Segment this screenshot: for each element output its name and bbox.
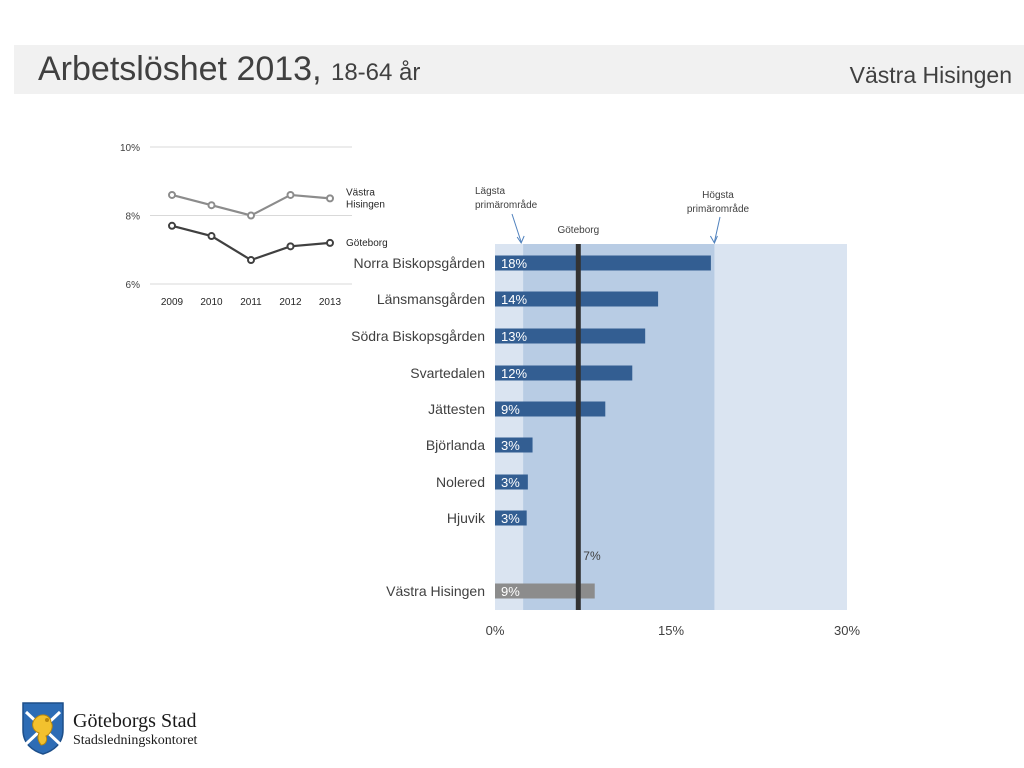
highest-area-arrowhead	[709, 235, 718, 245]
line-x-tick-label: 2010	[200, 297, 223, 308]
lowest-area-arrow	[511, 213, 522, 243]
lowest-area-label: Lägsta	[475, 186, 505, 197]
line-series	[171, 224, 331, 262]
line-y-tick-label: 8%	[126, 212, 141, 223]
line-x-tick-label: 2013	[319, 297, 342, 308]
bar	[495, 474, 528, 490]
lowest-area-label: primärområde	[475, 199, 538, 211]
bar-value-label: 12%	[501, 366, 527, 381]
bar	[495, 365, 633, 381]
bar-x-tick-label: 30%	[834, 623, 860, 638]
bar-category-label: Norra Biskopsgården	[353, 255, 485, 271]
bar-value-label: 9%	[501, 402, 520, 417]
line-x-tick-label: 2009	[161, 297, 184, 308]
reference-value-label: 7%	[583, 549, 601, 563]
bar	[495, 437, 533, 453]
title-band	[0, 45, 1024, 94]
bar-value-label: 13%	[501, 329, 527, 344]
highest-area-arrow	[713, 216, 721, 243]
bar-x-tick-label: 15%	[658, 623, 684, 638]
highest-area-label: primärområde	[687, 203, 750, 215]
reference-label: Göteborg	[557, 225, 599, 236]
bar	[495, 510, 527, 526]
goteborgs-stad-logo: Göteborgs Stad Stadsledningskontoret	[20, 700, 250, 756]
bar-x-tick-label: 0%	[486, 623, 505, 638]
line-point	[286, 190, 295, 199]
title-main: Arbetslöshet 2013,	[38, 50, 322, 88]
logo-department: Stadsledningskontoret	[73, 733, 198, 748]
bar-category-label: Länsmansgården	[377, 291, 485, 307]
line-point	[207, 232, 216, 241]
line-series-label: Göteborg	[346, 238, 388, 249]
highest-area-label: Högsta	[702, 190, 734, 201]
title-subtitle: 18-64 år	[330, 59, 421, 86]
line-point	[286, 242, 295, 251]
line-point	[247, 211, 255, 220]
lowest-area-arrowhead	[516, 235, 525, 245]
bar-value-label: 3%	[501, 438, 520, 453]
bar-category-label: Björlanda	[426, 437, 485, 453]
bar-value-label: 18%	[501, 256, 527, 271]
line-point	[326, 238, 334, 247]
bar	[495, 255, 711, 271]
bar-value-label: 14%	[501, 292, 527, 307]
page-title: Arbetslöshet 2013, 18-64 år	[38, 50, 420, 89]
bar-category-label: Västra Hisingen	[386, 583, 485, 599]
bar	[495, 583, 595, 599]
line-x-tick-label: 2012	[279, 297, 302, 308]
line-series-label: Västra	[346, 187, 375, 198]
city-crest-icon	[22, 702, 64, 755]
line-y-tick-label: 6%	[126, 280, 141, 291]
bar-category-label: Södra Biskopsgården	[351, 328, 485, 344]
bar-category-label: Svartedalen	[410, 365, 485, 381]
bar-value-label: 3%	[501, 475, 520, 490]
line-point	[168, 190, 176, 199]
bar-category-label: Nolered	[436, 474, 485, 490]
line-point	[207, 201, 216, 210]
bar	[495, 328, 646, 344]
bar-category-label: Jättesten	[428, 401, 485, 417]
bar-value-label: 9%	[501, 584, 520, 599]
region-name: Västra Hisingen	[849, 62, 1012, 88]
line-point	[168, 221, 176, 230]
district-bar-chart: Norra Biskopsgården 18% Länsmansgården 14% S…	[351, 186, 860, 638]
line-x-tick-label: 2011	[240, 297, 262, 308]
line-series-label: Hisingen	[346, 199, 385, 210]
bar-value-label: 3%	[501, 511, 520, 526]
trend-line-chart: 6% 8% 10% 2009 2010 2011 2012 2013 VästraHisinge…	[120, 143, 388, 308]
bar-category-label: Hjuvik	[447, 510, 486, 526]
logo-name: Göteborgs Stad	[73, 710, 197, 732]
line-point	[326, 194, 334, 203]
title-accent	[0, 45, 14, 94]
line-y-tick-label: 10%	[120, 143, 140, 154]
line-point	[247, 256, 255, 265]
